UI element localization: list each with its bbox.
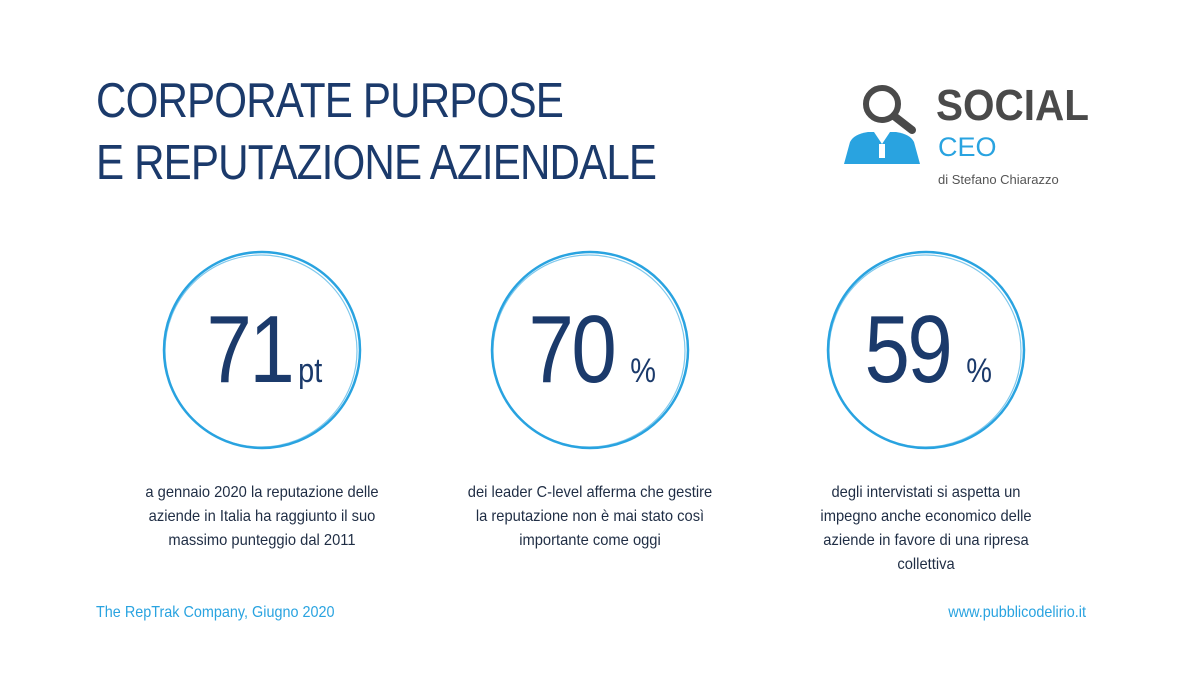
logo-subtitle: di Stefano Chiarazzo [938,172,1059,187]
circle-ring [826,250,1026,450]
circle-ring [490,250,690,450]
stat-description-2: dei leader C-level afferma che gestire l… [467,484,713,549]
logo-word-ceo: CEO [938,132,997,162]
stat-unit: pt [298,352,323,390]
stat-value: 71 [206,296,295,403]
stat-unit: % [966,352,993,390]
stat-circle-1: 71 pt [160,248,364,452]
social-ceo-logo: SOCIAL CEO di Stefano Chiarazzo [840,82,1090,192]
circle-ring [162,250,362,450]
stat-circle-3: 59 % [824,248,1028,452]
title-line-1: CORPORATE PURPOSE [96,74,564,128]
stat-unit: % [630,352,657,390]
logo-word-social: SOCIAL [936,81,1089,130]
title-line-2: E REPUTAZIONE AZIENDALE [96,136,657,190]
stat-value: 70 [529,296,617,403]
stat-value: 59 [865,296,953,403]
stat-description-3: degli intervistati si aspetta un impegno… [820,484,1032,573]
stat-circle-2: 70 % [488,248,692,452]
stat-description-1: a gennaio 2020 la reputazione delle azie… [145,484,379,549]
website-link[interactable]: www.pubblicodelirio.it [948,604,1086,621]
magnifier-person-icon [844,85,920,164]
source-citation: The RepTrak Company, Giugno 2020 [96,604,335,621]
page-title: CORPORATE PURPOSE E REPUTAZIONE AZIENDAL… [96,70,657,194]
